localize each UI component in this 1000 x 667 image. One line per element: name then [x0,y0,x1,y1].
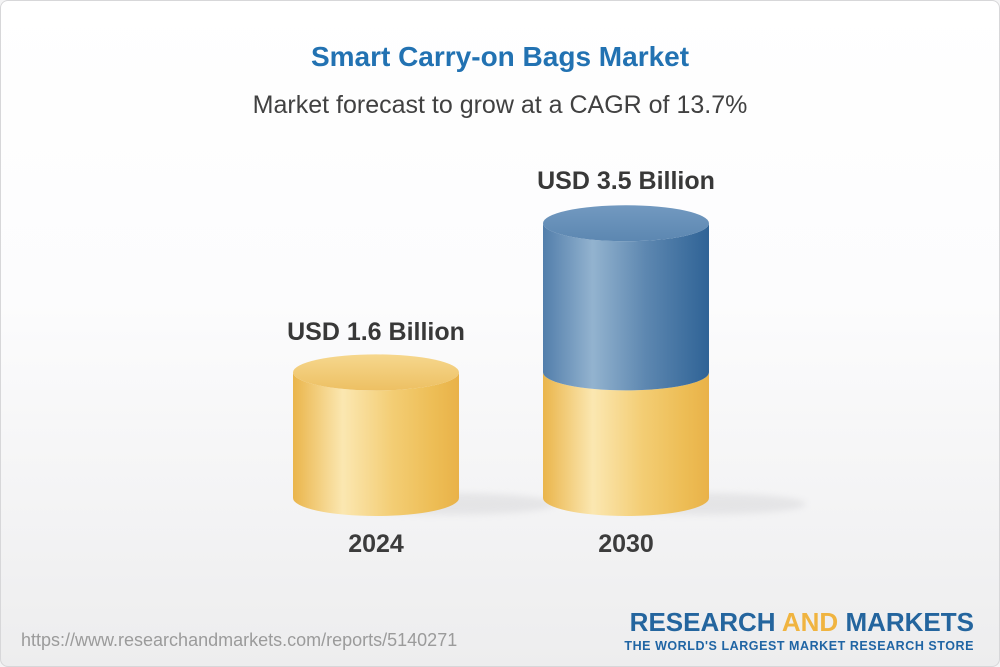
chart-header: Smart Carry-on Bags Market Market foreca… [1,1,999,120]
bar-value-label-2030: USD 3.5 Billion [537,167,715,195]
chart-subtitle: Market forecast to grow at a CAGR of 13.… [252,91,748,119]
logo-word-and: AND [781,607,839,637]
bar-shadow [596,493,806,515]
logo-word-markets: MARKETS [845,607,974,637]
bar-category-label-2030: 2030 [598,530,654,558]
cylinder-top-2024 [293,354,459,391]
cylinder-segment-gold-2030 [543,372,709,516]
logo-wordmark: RESEARCH AND MARKETS [624,609,974,635]
source-url[interactable]: https://www.researchandmarkets.com/repor… [21,630,458,650]
bar-category-label-2024: 2024 [348,530,404,558]
cylinder-segment-blue-2030 [543,223,709,391]
bar-shadow [346,493,556,515]
cylinder-segment-gold-2024 [293,372,459,516]
bar-value-label-2024: USD 1.6 Billion [287,318,465,346]
research-and-markets-logo[interactable]: RESEARCH AND MARKETS THE WORLD'S LARGEST… [624,609,974,653]
bars-group [293,205,806,516]
logo-tagline: THE WORLD'S LARGEST MARKET RESEARCH STOR… [624,639,974,653]
logo-word-research: RESEARCH [629,607,776,637]
cylinder-top-2030 [543,205,709,242]
chart-title: Smart Carry-on Bags Market [310,41,690,72]
